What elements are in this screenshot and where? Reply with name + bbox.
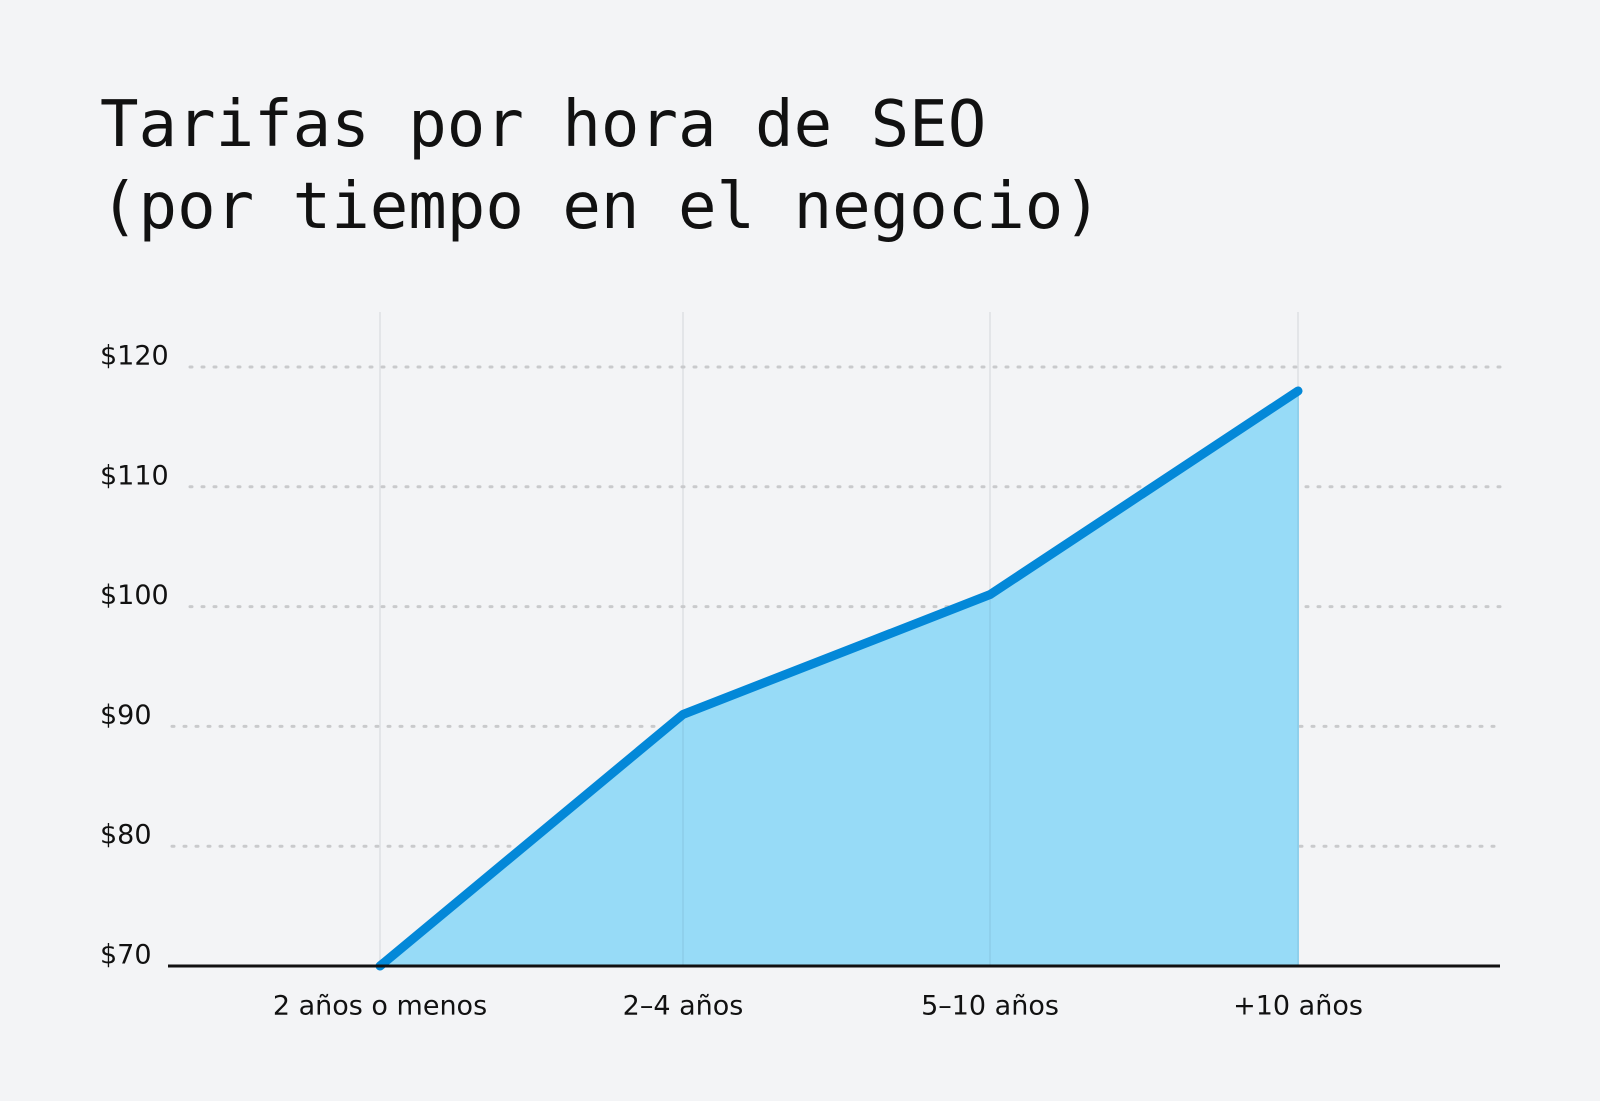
- area: [380, 390, 1298, 967]
- x-tick-label: 2–4 años: [623, 991, 744, 1022]
- y-tick-label: $90: [100, 700, 152, 731]
- line: [375, 386, 1303, 971]
- x-tick-label: 5–10 años: [921, 991, 1059, 1022]
- y-tick-label: $120: [100, 341, 169, 372]
- y-tick-label: $110: [100, 460, 169, 491]
- x-tick-label: +10 años: [1233, 991, 1363, 1022]
- y-tick-label: $80: [100, 820, 152, 851]
- y-tick-label: $70: [100, 940, 152, 971]
- y-tick-label: $100: [100, 580, 169, 611]
- chart-title: Tarifas por hora de SEO: [100, 88, 986, 162]
- chart-title: (por tiempo en el negocio): [100, 170, 1102, 244]
- x-tick-label: 2 años o menos: [273, 991, 487, 1022]
